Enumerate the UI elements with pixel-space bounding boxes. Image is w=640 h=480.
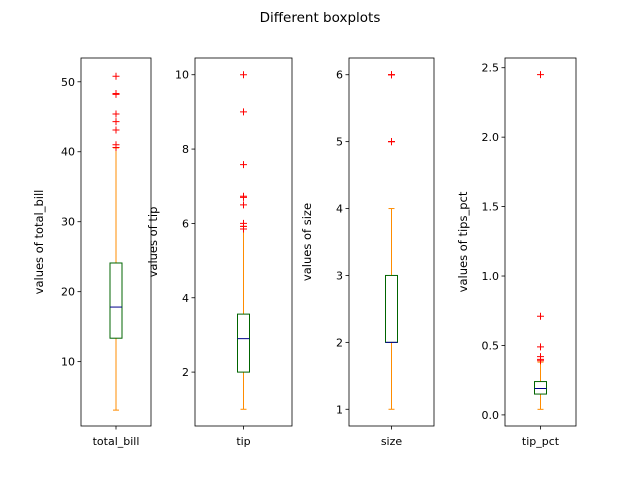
flier-marker — [112, 72, 120, 80]
y-tick-label: 2.0 — [482, 131, 500, 144]
y-tick-label: 4 — [336, 203, 343, 216]
panel-size: 1 2 3 4 5 6 size values of size — [300, 57, 435, 448]
y-tick-label: 5 — [336, 136, 343, 149]
y-axis-label: values of tip — [146, 207, 160, 278]
y-tick-label: 0.0 — [482, 409, 500, 422]
iqr-box — [237, 313, 250, 373]
panel-tip: 2 4 6 8 10 tip values of tip — [146, 57, 293, 448]
iqr-box — [385, 274, 398, 343]
flier-marker — [240, 71, 247, 79]
flier-marker — [112, 90, 120, 98]
panel-total_bill: 10 20 30 40 50 total_bill values of total_bill — [32, 57, 152, 448]
y-tick-label: 1 — [336, 403, 343, 416]
y-tick-label: 1.5 — [482, 201, 500, 214]
y-tick-label: 2.5 — [482, 62, 500, 75]
y-tick-label: 10 — [61, 356, 75, 369]
y-tick-label: 3 — [336, 269, 343, 282]
y-tick-label: 0.5 — [482, 339, 500, 352]
y-tick-label: 30 — [61, 216, 75, 229]
y-axis-label: values of total_bill — [32, 190, 46, 295]
flier-marker — [240, 219, 247, 227]
flier-marker — [112, 126, 120, 134]
y-axis-label: values of size — [300, 203, 314, 281]
boxplot-panels: 10 20 30 40 50 total_bill values of total_bill… — [32, 57, 577, 448]
flier-marker — [388, 71, 395, 79]
x-tick-label: total_bill — [93, 435, 140, 448]
y-tick-label: 8 — [182, 143, 189, 156]
y-tick-label: 6 — [336, 69, 343, 82]
x-tick-label: size — [381, 435, 403, 448]
iqr-box — [109, 262, 123, 339]
flier-marker — [112, 118, 120, 126]
figure-title: Different boxplots — [260, 10, 381, 26]
y-tick-label: 20 — [61, 286, 75, 299]
flier-marker — [240, 161, 247, 169]
y-tick-label: 10 — [175, 69, 189, 82]
y-tick-label: 6 — [182, 217, 189, 230]
y-tick-label: 2 — [182, 366, 189, 379]
panel-tip_pct: 0.0 0.5 1.0 1.5 2.0 2.5 tip_pct values of tips_… — [456, 57, 577, 448]
x-tick-label: tip_pct — [522, 435, 560, 448]
flier-marker — [112, 110, 120, 118]
flier-marker — [112, 141, 120, 149]
flier-marker — [537, 312, 544, 320]
flier-marker — [388, 138, 395, 146]
y-tick-label: 50 — [61, 76, 75, 89]
x-tick-label: tip — [236, 435, 250, 448]
flier-marker — [537, 343, 544, 351]
y-tick-label: 2 — [336, 336, 343, 349]
flier-marker — [240, 201, 247, 209]
y-axis-label: values of tips_pct — [456, 191, 470, 292]
flier-marker — [240, 192, 247, 200]
flier-marker — [537, 353, 544, 361]
flier-marker — [537, 71, 544, 79]
y-tick-label: 1.0 — [482, 270, 500, 283]
y-tick-label: 40 — [61, 146, 75, 159]
flier-marker — [240, 108, 247, 116]
y-tick-label: 4 — [182, 292, 189, 305]
iqr-box — [534, 381, 547, 395]
